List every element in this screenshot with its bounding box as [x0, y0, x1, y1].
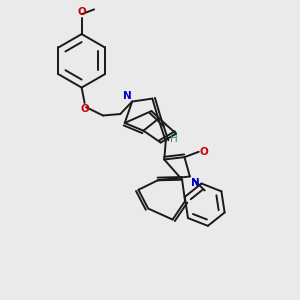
Text: O: O [80, 104, 89, 114]
Text: N: N [122, 91, 131, 101]
Text: N: N [191, 178, 200, 188]
Text: O: O [77, 8, 86, 17]
Text: O: O [200, 147, 208, 157]
Text: H: H [169, 134, 177, 144]
